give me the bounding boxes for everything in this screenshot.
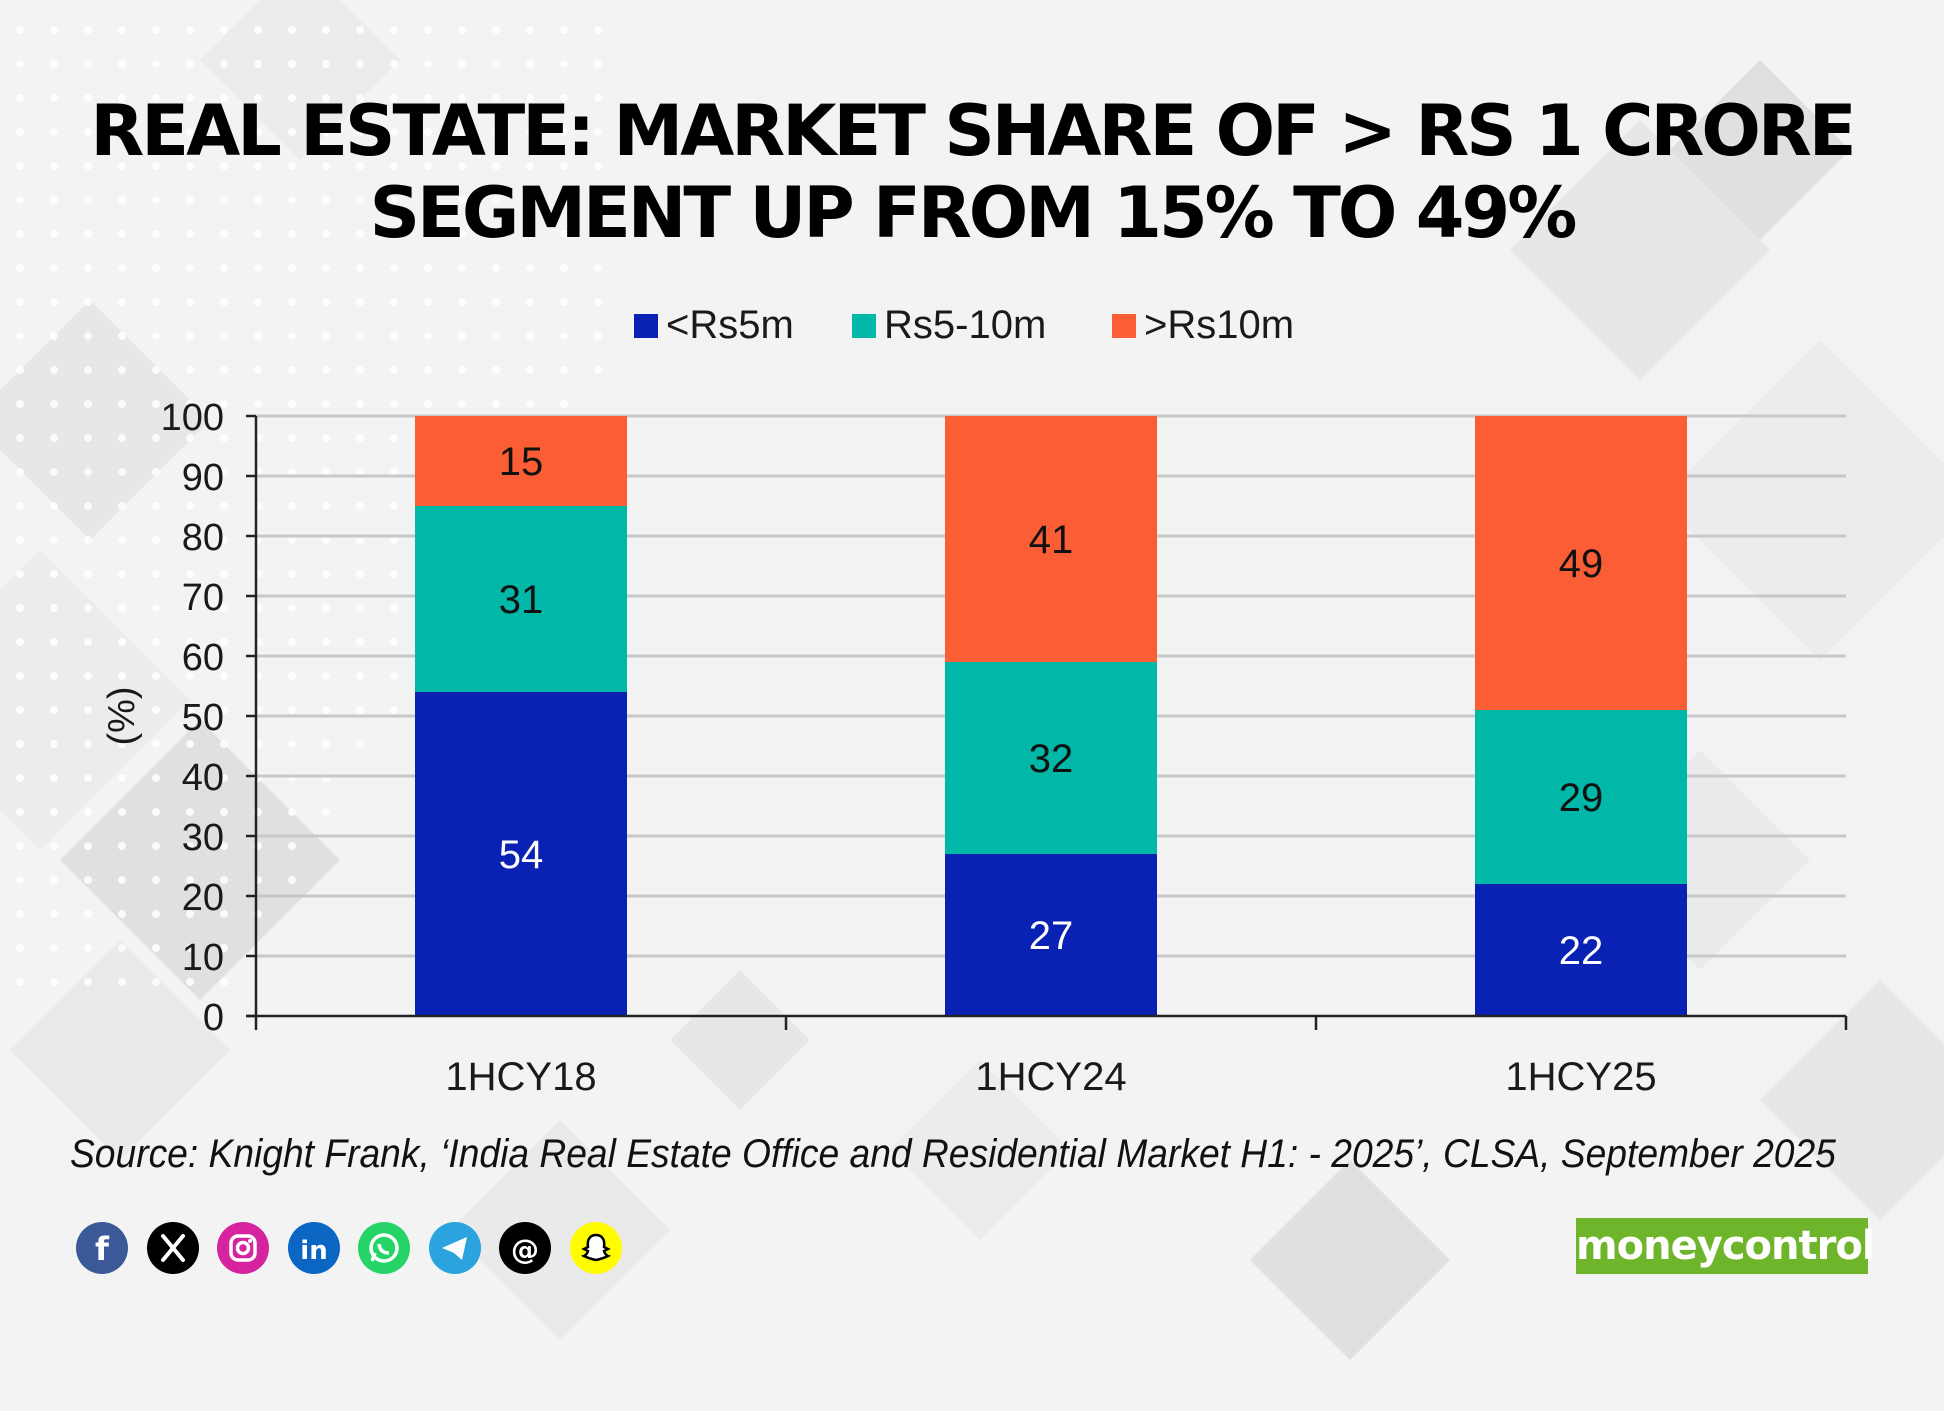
bg-diamond — [670, 970, 810, 1110]
data-label: 54 — [499, 833, 544, 877]
chart-legend: <Rs5m Rs5-10m >Rs10m — [634, 303, 1294, 347]
bg-diamond — [890, 1060, 1070, 1240]
snapchat-icon[interactable] — [569, 1222, 622, 1274]
bg-diamond — [200, 0, 400, 160]
bg-diamond — [10, 940, 230, 1160]
y-tick-label: 70 — [182, 577, 224, 619]
page-title-line-2: SEGMENT UP FROM 15% TO 49% — [369, 172, 1578, 254]
data-label: 41 — [1029, 518, 1074, 562]
bar-segment — [945, 854, 1157, 1016]
bar-segment — [415, 506, 627, 692]
y-tick-label: 100 — [161, 397, 224, 439]
legend-swatch — [634, 314, 658, 338]
chart-axes: 1HCY18 1HCY24 1HCY25 0 10 20 30 40 50 60 70 80 90 100… — [101, 397, 1848, 1099]
moneycontrol-logo: moneycontrol — [1576, 1218, 1876, 1274]
source-note: Source: Knight Frank, ‘India Real Estate… — [70, 1132, 1836, 1176]
bg-diamond — [60, 720, 340, 1000]
y-tick-label: 40 — [182, 757, 224, 799]
instagram-icon[interactable] — [217, 1222, 269, 1274]
y-tick-label: 0 — [203, 997, 224, 1039]
y-tick-label: 20 — [182, 877, 224, 919]
data-label: 29 — [1559, 776, 1604, 820]
y-tick-label: 30 — [182, 817, 224, 859]
svg-text:@: @ — [511, 1233, 539, 1266]
y-tick-label: 60 — [182, 637, 224, 679]
bg-diamond — [450, 1120, 670, 1340]
bar-segment — [1475, 416, 1687, 710]
bar-segment — [415, 416, 627, 506]
bg-diamond — [1250, 1160, 1450, 1360]
x-tick-label: 1HCY25 — [1505, 1055, 1656, 1099]
y-tick-label: 50 — [182, 697, 224, 739]
bar-segment — [1475, 710, 1687, 884]
linkedin-icon[interactable]: in — [287, 1222, 340, 1274]
x-tick-label: 1HCY24 — [975, 1055, 1126, 1099]
data-label: 27 — [1029, 914, 1074, 958]
bg-diamond — [1760, 980, 1944, 1220]
legend-swatch — [1112, 314, 1136, 338]
y-tick-label: 10 — [182, 937, 224, 979]
legend-label: <Rs5m — [666, 303, 794, 347]
data-label: 32 — [1029, 737, 1074, 781]
telegram-icon[interactable] — [428, 1222, 481, 1274]
threads-icon[interactable]: @ — [499, 1222, 551, 1274]
bg-diamond — [1660, 340, 1944, 660]
legend-label: >Rs10m — [1144, 303, 1294, 347]
legend-swatch — [852, 314, 876, 338]
x-icon[interactable] — [146, 1222, 199, 1274]
svg-text:in: in — [300, 1236, 327, 1266]
bar-segment — [415, 692, 627, 1016]
whatsapp-icon[interactable] — [358, 1222, 410, 1274]
data-label: 22 — [1559, 929, 1604, 973]
data-label: 49 — [1559, 542, 1604, 586]
bg-diamond — [1670, 60, 1850, 240]
facebook-icon[interactable]: f — [76, 1222, 128, 1274]
y-tick-label: 80 — [182, 517, 224, 559]
bg-diamond — [0, 550, 190, 850]
bg-diamond — [0, 300, 210, 540]
svg-text:f: f — [95, 1230, 110, 1268]
y-tick-label: 90 — [182, 457, 224, 499]
bar-segment — [945, 662, 1157, 854]
page-title-line-1: REAL ESTATE: MARKET SHARE OF > RS 1 CROR… — [90, 90, 1856, 172]
chart-bars: 54 31 15 27 32 41 22 29 49 — [415, 416, 1687, 1016]
data-label: 31 — [499, 578, 544, 622]
bar-segment — [1475, 884, 1687, 1016]
legend-label: Rs5-10m — [884, 303, 1046, 347]
y-axis-title: (%) — [101, 686, 143, 745]
x-tick-label: 1HCY18 — [445, 1055, 596, 1099]
data-label: 15 — [499, 440, 544, 484]
bar-segment — [945, 416, 1157, 662]
